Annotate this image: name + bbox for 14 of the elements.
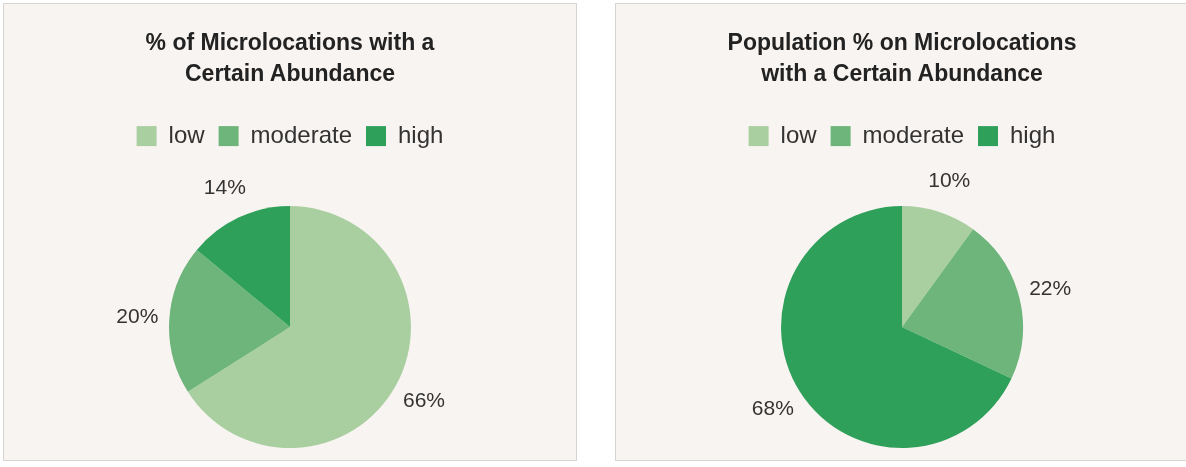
data-label: 14%: [203, 175, 246, 199]
legend-label: high: [398, 120, 444, 148]
chart-title: % of Microlocations with a Certain Abundance: [145, 28, 435, 86]
chart-title: Population % on Microlocations with a Certain Abundance: [727, 28, 1077, 86]
legend-label: moderate: [862, 120, 965, 148]
data-label: 20%: [116, 304, 159, 328]
data-label: 66%: [403, 387, 446, 411]
data-label: 68%: [751, 395, 794, 419]
legend-label: low: [168, 120, 206, 148]
data-label: 10%: [928, 168, 971, 192]
legend-label: low: [780, 120, 818, 148]
legend-label: moderate: [250, 120, 353, 148]
legend-label: high: [1010, 120, 1056, 148]
data-label: 22%: [1029, 275, 1072, 299]
